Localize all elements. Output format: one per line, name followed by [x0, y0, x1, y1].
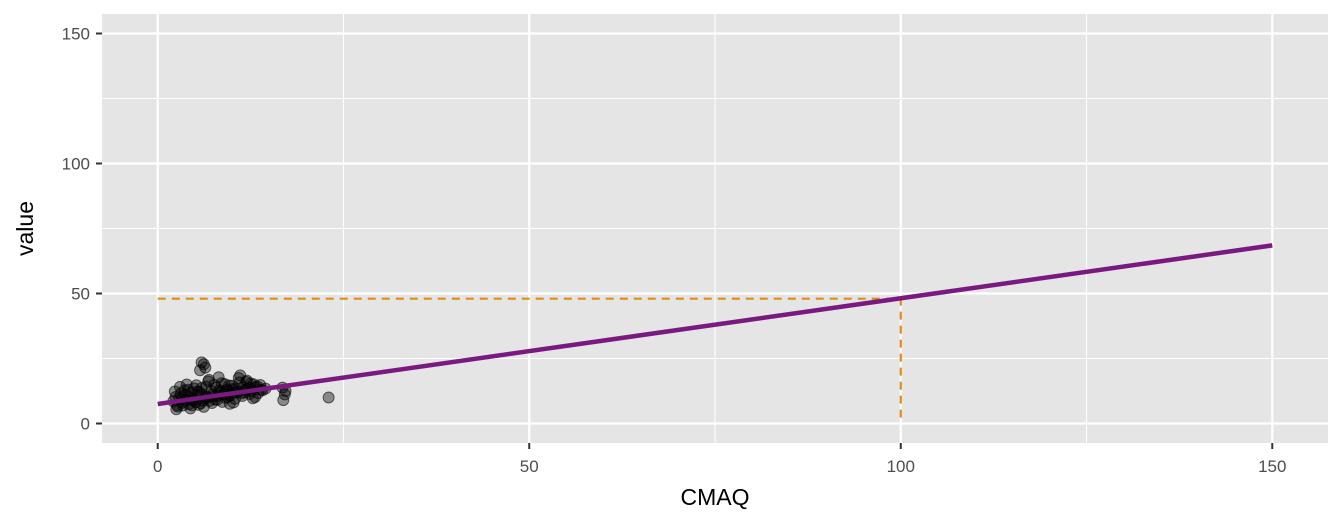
- y-axis: 0 50 100 150: [62, 25, 102, 434]
- data-point: [234, 369, 247, 382]
- data-point: [212, 371, 225, 384]
- data-point: [322, 391, 335, 404]
- x-tick-label: 150: [1258, 457, 1286, 476]
- data-point: [195, 356, 208, 369]
- y-tick-label: 0: [81, 415, 90, 434]
- regression-line: [157, 243, 1273, 407]
- y-tick-label: 100: [62, 155, 90, 174]
- data-point: [223, 379, 236, 392]
- data-point: [170, 403, 183, 416]
- data-point: [227, 396, 240, 409]
- x-axis-title: CMAQ: [681, 484, 750, 510]
- major-gridlines: [102, 14, 1328, 443]
- y-tick-label: 50: [71, 285, 90, 304]
- x-tick-label: 100: [887, 457, 915, 476]
- data-point: [202, 375, 215, 388]
- data-point: [277, 394, 290, 407]
- x-tick-label: 0: [153, 457, 162, 476]
- y-axis-title: value: [12, 201, 38, 256]
- x-axis: 0 50 100 150: [153, 443, 1286, 476]
- fit-lines: [157, 243, 1273, 407]
- y-tick-label: 150: [62, 25, 90, 44]
- x-tick-label: 50: [520, 457, 539, 476]
- data-point: [244, 377, 257, 390]
- data-point: [180, 378, 193, 391]
- minor-gridlines: [102, 14, 1328, 443]
